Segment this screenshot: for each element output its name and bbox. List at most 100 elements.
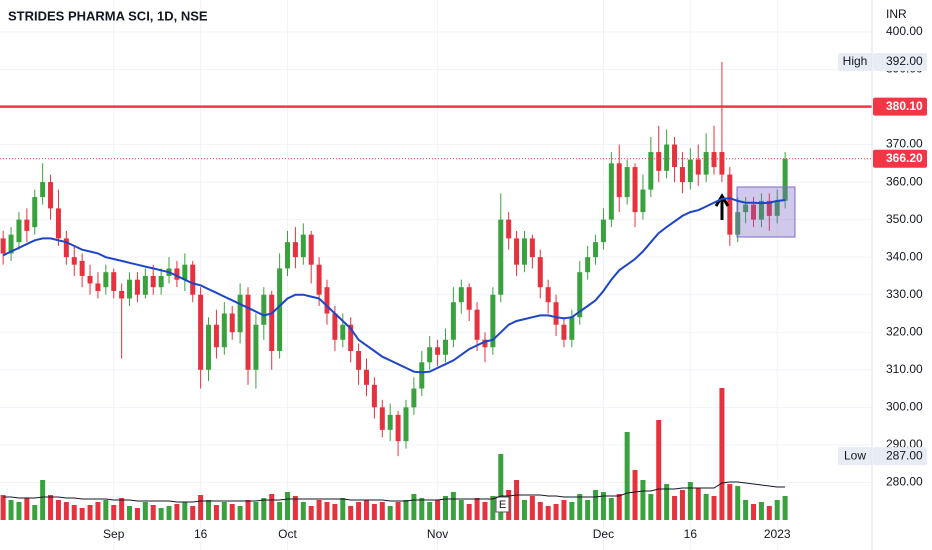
candle-body bbox=[221, 313, 227, 348]
x-tick-label: Nov bbox=[427, 527, 448, 541]
volume-bar bbox=[545, 506, 551, 520]
candle-body bbox=[743, 204, 749, 213]
volume-bar bbox=[348, 506, 354, 520]
candle-body bbox=[32, 197, 38, 228]
volume-bar bbox=[158, 508, 164, 520]
volume-bar bbox=[198, 495, 204, 520]
candle-body bbox=[411, 388, 417, 408]
candle-body bbox=[664, 144, 670, 171]
volume-bar bbox=[624, 432, 630, 520]
candle-body bbox=[158, 275, 164, 288]
y-tick-label: 370.00 bbox=[886, 137, 923, 151]
candle-body bbox=[79, 260, 85, 276]
candle-body bbox=[679, 167, 685, 183]
volume-ma-line bbox=[3, 481, 786, 503]
volume-bar bbox=[395, 502, 401, 520]
candle-body bbox=[442, 339, 448, 355]
candle-body bbox=[340, 324, 346, 340]
candle-body bbox=[498, 219, 504, 295]
volume-bar bbox=[40, 480, 46, 520]
volume-bar bbox=[537, 502, 543, 520]
candle-body bbox=[300, 234, 306, 258]
y-tick-label: 360.00 bbox=[886, 174, 923, 188]
volume-bar bbox=[687, 482, 693, 520]
y-tick-label: 320.00 bbox=[886, 324, 923, 338]
volume-bar bbox=[758, 502, 764, 520]
marker-name-box bbox=[838, 447, 872, 466]
marker-name-box bbox=[838, 52, 872, 71]
earnings-box bbox=[495, 496, 510, 513]
volume-bar bbox=[387, 506, 393, 520]
x-tick-label: 16 bbox=[194, 527, 208, 541]
earnings-label: E bbox=[499, 499, 506, 511]
marker-tag bbox=[873, 447, 927, 466]
earnings-badge: E bbox=[495, 496, 510, 513]
volume-bar bbox=[521, 500, 527, 520]
candle-body bbox=[482, 339, 488, 348]
y-tick-label: 330.00 bbox=[886, 287, 923, 301]
candle-body bbox=[545, 287, 551, 303]
candle-body bbox=[419, 362, 425, 389]
volume-bar bbox=[435, 500, 441, 520]
x-tick-label: Dec bbox=[593, 527, 614, 541]
candle-body bbox=[435, 347, 441, 355]
volume-bar bbox=[150, 505, 156, 520]
candle-body bbox=[87, 275, 93, 284]
volume-bar bbox=[213, 505, 219, 520]
candle-body bbox=[490, 294, 496, 348]
candle-body bbox=[593, 242, 599, 258]
volume-bar bbox=[356, 502, 362, 520]
volume-bar bbox=[648, 494, 654, 520]
candle-body bbox=[735, 212, 741, 235]
volume-bar bbox=[569, 502, 575, 520]
price-axis: 280.00290.00300.00310.00320.00330.00340.… bbox=[103, 24, 927, 541]
volume-bar bbox=[442, 496, 448, 520]
volume-bar bbox=[782, 496, 788, 520]
candle-body bbox=[348, 324, 354, 352]
candle-body bbox=[648, 152, 654, 190]
candle-body bbox=[640, 189, 646, 213]
candle-body bbox=[8, 234, 14, 254]
candle-body bbox=[16, 219, 22, 243]
volume-bar bbox=[324, 502, 330, 520]
y-tick-label: 400.00 bbox=[886, 24, 923, 38]
candle-body bbox=[48, 182, 54, 209]
candle-body bbox=[427, 347, 433, 363]
volume-bar bbox=[616, 494, 622, 520]
candle-body bbox=[782, 158, 788, 201]
candle-body bbox=[261, 294, 267, 325]
volume-bar bbox=[71, 505, 77, 520]
volume-bar bbox=[292, 496, 298, 520]
candle-body bbox=[308, 234, 314, 265]
candle-body bbox=[190, 264, 196, 295]
volume-bar bbox=[206, 500, 212, 520]
volume-bar bbox=[63, 502, 69, 520]
candle-body bbox=[727, 174, 733, 235]
arrow bbox=[714, 193, 730, 220]
volume-bar bbox=[727, 484, 733, 520]
volume-bar bbox=[221, 502, 227, 520]
candle-body bbox=[55, 208, 61, 239]
candle-body bbox=[672, 144, 678, 168]
volume-bar bbox=[119, 498, 125, 520]
volume-bar bbox=[269, 494, 275, 520]
volume-bar bbox=[632, 470, 638, 520]
volume-bar bbox=[32, 505, 38, 520]
volume-bar bbox=[695, 488, 701, 520]
ma-line bbox=[2, 197, 786, 374]
level-label: 380.10 bbox=[886, 99, 923, 113]
volume-bar bbox=[735, 486, 741, 520]
candle-body bbox=[719, 152, 725, 175]
candle-body bbox=[387, 414, 393, 430]
candle-body bbox=[474, 309, 480, 340]
candle-body bbox=[150, 275, 156, 288]
candle-body bbox=[585, 257, 591, 273]
volume-bar bbox=[182, 502, 188, 520]
volume-bar bbox=[774, 500, 780, 520]
volume-bar bbox=[245, 500, 251, 520]
candle-body bbox=[316, 264, 322, 295]
candle-body bbox=[103, 272, 109, 288]
candle-body bbox=[363, 369, 369, 385]
candle-body bbox=[111, 272, 117, 291]
volume-bar bbox=[427, 502, 433, 520]
